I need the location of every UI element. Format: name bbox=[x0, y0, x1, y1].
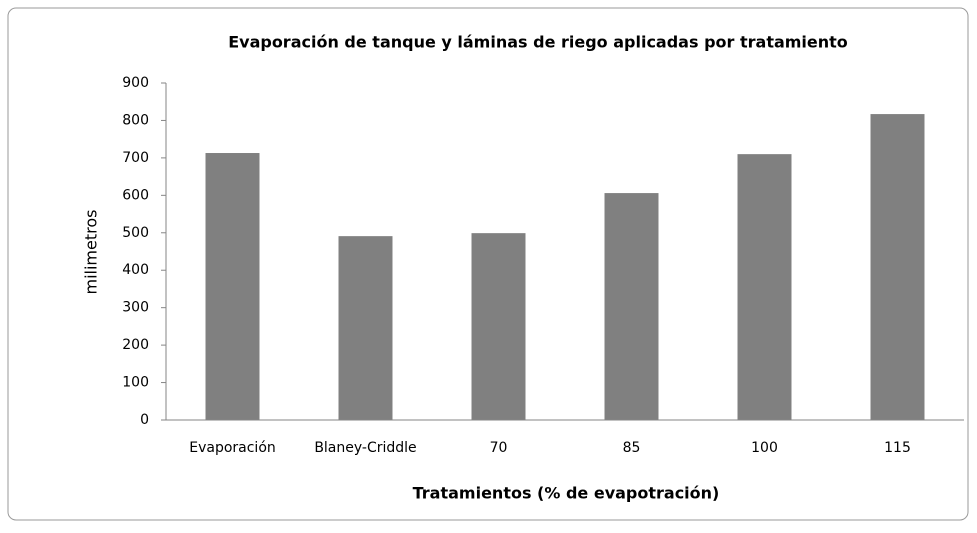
y-tick-label: 600 bbox=[122, 187, 149, 203]
y-tick-label: 300 bbox=[122, 300, 149, 316]
x-tick-label: Evaporación bbox=[189, 440, 276, 456]
y-tick-label: 800 bbox=[122, 112, 149, 128]
y-tick-label: 900 bbox=[122, 75, 149, 91]
y-tick-label: 0 bbox=[140, 412, 149, 428]
x-tick-label: 100 bbox=[751, 440, 778, 456]
x-tick-label: 115 bbox=[884, 440, 911, 456]
bar bbox=[870, 114, 925, 420]
bar bbox=[471, 233, 526, 420]
x-tick-label: 85 bbox=[623, 440, 641, 456]
bar bbox=[737, 154, 792, 420]
y-axis-title: milimetros bbox=[82, 210, 101, 295]
x-axis-title: Tratamientos (% de evapotración) bbox=[413, 484, 720, 503]
bar bbox=[338, 236, 393, 420]
x-tick-label: Blaney-Criddle bbox=[314, 440, 416, 456]
y-tick-label: 100 bbox=[122, 375, 149, 391]
y-tick-label: 700 bbox=[122, 150, 149, 166]
y-tick-label: 200 bbox=[122, 337, 149, 353]
x-tick-label: 70 bbox=[490, 440, 508, 456]
bar bbox=[604, 193, 659, 420]
y-tick-label: 400 bbox=[122, 262, 149, 278]
bar bbox=[205, 153, 260, 420]
chart-title: Evaporación de tanque y láminas de riego… bbox=[228, 33, 848, 52]
y-tick-label: 500 bbox=[122, 225, 149, 241]
